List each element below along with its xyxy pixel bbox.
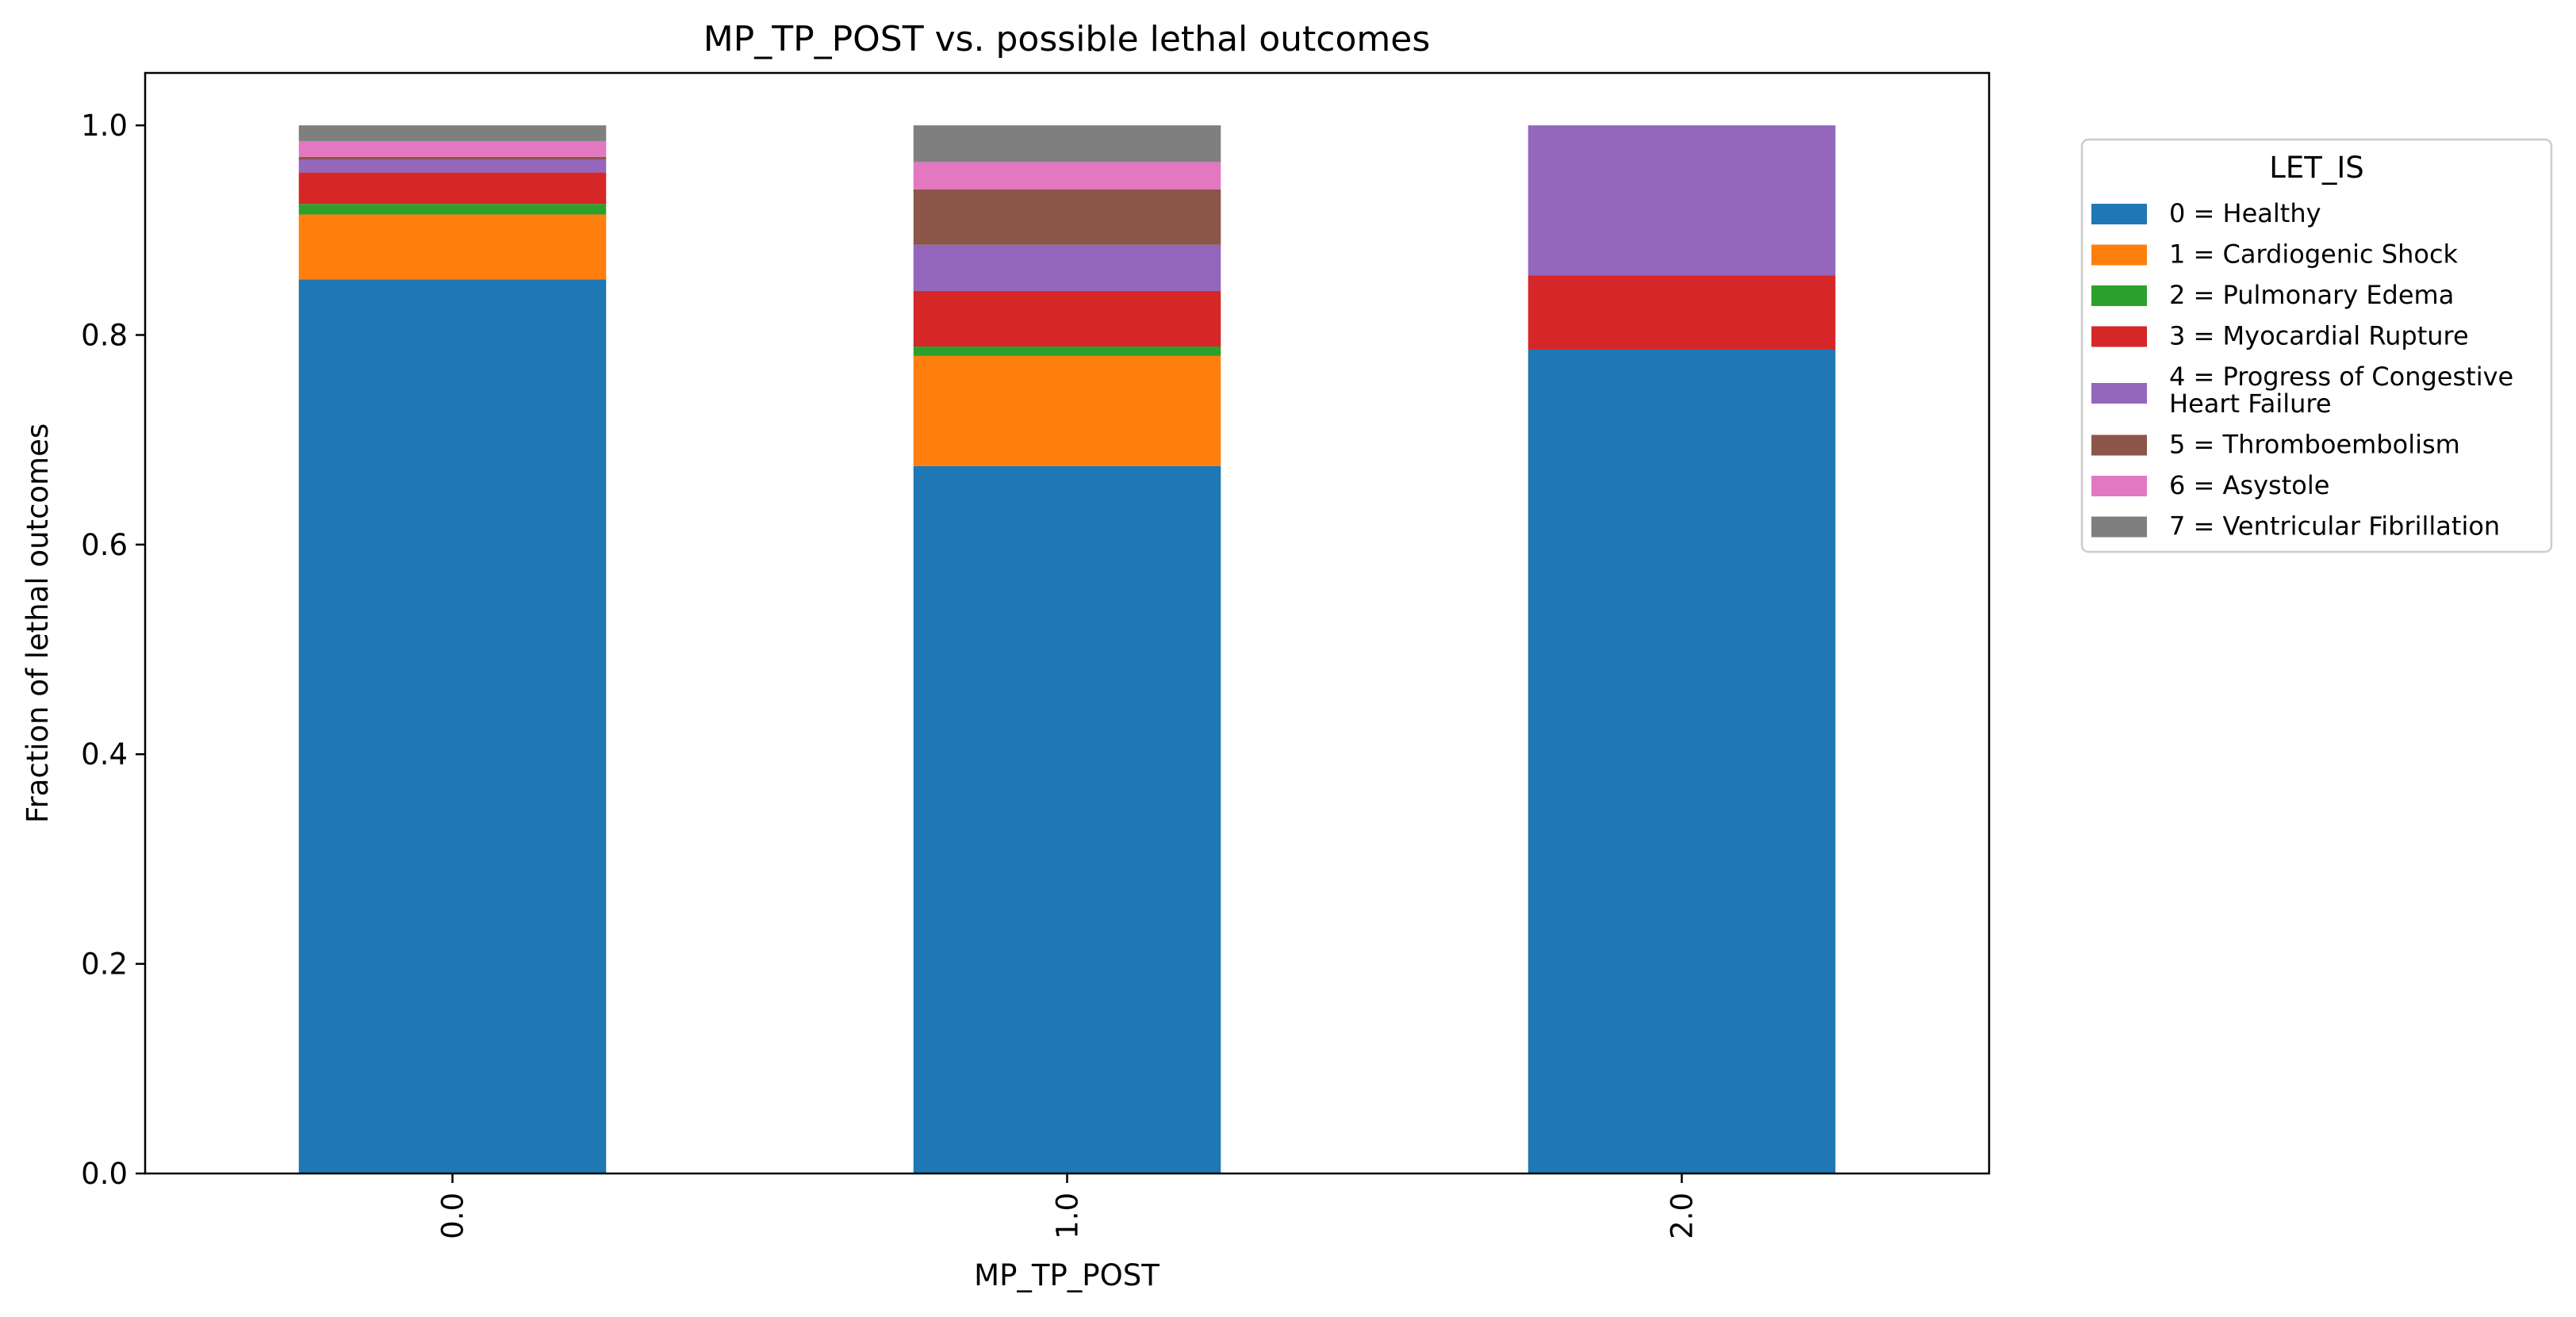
legend-swatch-6 (2091, 476, 2147, 496)
y-tick-label: 0.6 (81, 528, 128, 562)
y-tick-label: 0.0 (81, 1157, 128, 1191)
x-tick-label: 2.0 (1666, 1193, 1700, 1239)
legend-swatch-2 (2091, 285, 2147, 306)
legend-swatch-5 (2091, 435, 2147, 456)
legend-label-3: 3 = Myocardial Rupture (2169, 321, 2469, 351)
bar-segment-1.0-series-2 (913, 346, 1221, 356)
plot-frame (144, 71, 1991, 1175)
bar-segment-1.0-series-3 (913, 290, 1221, 347)
legend-label-7: 7 = Ventricular Fibrillation (2169, 511, 2500, 542)
y-tick-label: 0.8 (81, 318, 128, 352)
legend: LET_IS 0 = Healthy 1 = Cardiogenic Shock 2… (2080, 138, 2553, 553)
bar-segment-0.0-series-3 (298, 172, 607, 205)
bar-segment-1.0-series-6 (913, 162, 1221, 190)
bar-segment-0.0-series-1 (298, 214, 607, 280)
bar-segment-0.0-series-7 (298, 125, 607, 141)
bar-segment-0.0-series-2 (298, 204, 607, 215)
legend-label-2: 2 = Pulmonary Edema (2169, 280, 2454, 310)
x-tick-label: 0.0 (436, 1193, 470, 1239)
legend-label-1: 1 = Cardiogenic Shock (2169, 239, 2459, 270)
legend-swatch-4 (2091, 383, 2147, 404)
legend-swatch-1 (2091, 244, 2147, 266)
bar-segment-1.0-series-5 (913, 189, 1221, 245)
legend-label-4: 4 = Progress of Congestive Heart Failure (2169, 362, 2513, 419)
x-axis-label: MP_TP_POST (974, 1258, 1160, 1292)
y-tick-label: 1.0 (81, 109, 128, 143)
legend-title: LET_IS (2269, 151, 2364, 185)
bar-segment-2.0-series-4 (1528, 125, 1836, 276)
x-axis: 0.0 1.0 2.0 (436, 1173, 1700, 1239)
y-axis-label: Fraction of lethal outcomes (21, 423, 55, 823)
y-tick-label: 0.2 (81, 948, 128, 982)
legend-items: 0 = Healthy 1 = Cardiogenic Shock 2 = Pulm… (2091, 198, 2513, 542)
legend-frame (2080, 138, 2553, 553)
chart-title: MP_TP_POST vs. possible lethal outcomes (703, 19, 1431, 59)
bar-segment-1.0-series-4 (913, 244, 1221, 291)
bar-segment-2.0-series-3 (1528, 275, 1836, 350)
legend-swatch-3 (2091, 326, 2147, 347)
legend-label-6: 6 = Asystole (2169, 470, 2329, 500)
bar-segment-0.0-series-0 (298, 279, 607, 1173)
legend-swatch-0 (2091, 204, 2147, 224)
bars-group (298, 125, 1836, 1173)
bar-segment-1.0-series-7 (913, 125, 1221, 163)
bar-segment-1.0-series-0 (913, 465, 1221, 1173)
legend-label-5: 5 = Thromboembolism (2169, 430, 2460, 460)
x-tick-label: 1.0 (1051, 1193, 1085, 1239)
legend-label-0: 0 = Healthy (2169, 198, 2321, 228)
bar-segment-0.0-series-5 (298, 156, 607, 160)
bar-segment-0.0-series-6 (298, 140, 607, 157)
y-axis: 0.0 0.2 0.4 0.6 0.8 1.0 (81, 109, 145, 1191)
y-tick-label: 0.4 (81, 737, 128, 771)
bar-segment-2.0-series-0 (1528, 349, 1836, 1173)
bar-segment-1.0-series-1 (913, 355, 1221, 466)
legend-swatch-7 (2091, 516, 2147, 538)
bar-segment-0.0-series-4 (298, 159, 607, 173)
